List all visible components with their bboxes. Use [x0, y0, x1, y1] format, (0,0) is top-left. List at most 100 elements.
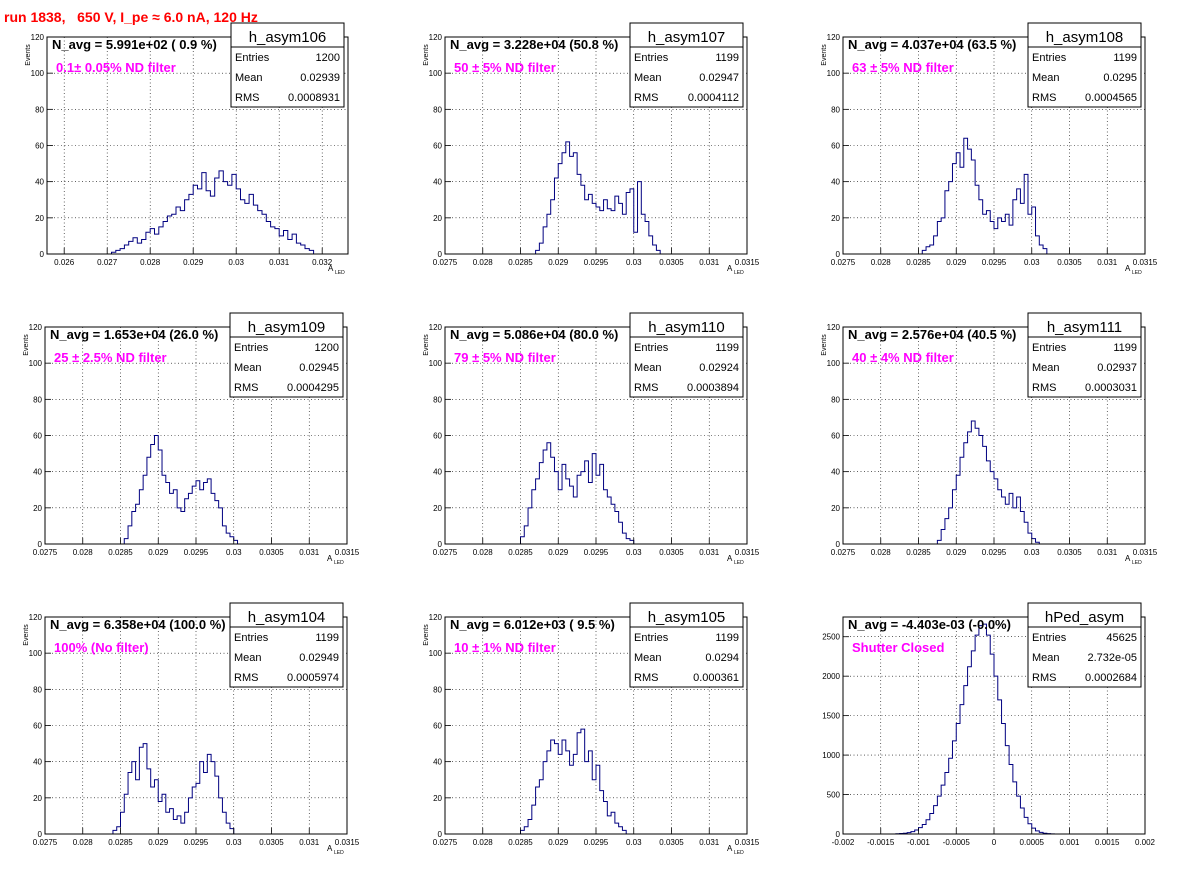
- x-tick-label: 0.031: [699, 258, 720, 267]
- x-tick-label: 0.0295: [184, 838, 209, 847]
- n-avg-label: N_avg = 3.228e+04 (50.8 %): [450, 37, 618, 52]
- y-tick-label: 1500: [822, 712, 840, 721]
- y-axis-label: Events: [23, 334, 30, 356]
- stats-entries-value: 1199: [1113, 52, 1137, 64]
- x-tick-label: 0.0285: [906, 548, 931, 557]
- stats-box-frame: [230, 22, 345, 108]
- x-tick-label: 0.0285: [108, 838, 133, 847]
- y-tick-label: 80: [433, 395, 442, 404]
- stats-mean-label: Mean: [1032, 362, 1060, 374]
- histogram-series-line: [520, 442, 635, 544]
- stats-entries-label: Entries: [634, 342, 669, 354]
- y-tick-label: 120: [29, 613, 43, 622]
- x-tick-label: 0.0295: [184, 548, 209, 557]
- y-tick-label: 40: [433, 178, 442, 187]
- y-tick-label: 0: [836, 830, 841, 839]
- stats-box-frame: [1027, 22, 1142, 108]
- x-tick-label: 0.0285: [906, 258, 931, 267]
- filter-label: 0.1± 0.05% ND filter: [56, 60, 176, 75]
- x-tick-label: 0.0275: [831, 258, 856, 267]
- stats-box: h_asym106 Entries 1200 Mean 0.02939 RMS 0.0008…: [230, 22, 345, 108]
- x-tick-label: 0.028: [473, 258, 494, 267]
- filter-label: 79 ± 5% ND filter: [454, 350, 556, 365]
- stats-entries-value: 45625: [1106, 632, 1137, 644]
- stats-box: h_asym105 Entries 1199 Mean 0.0294 RMS 0.00036…: [629, 602, 744, 688]
- histogram-series-line: [535, 141, 661, 254]
- stats-mean-label: Mean: [634, 652, 662, 664]
- n-avg-label: N_avg = 6.358e+04 (100.0 %): [50, 617, 226, 632]
- y-tick-label: 40: [33, 758, 42, 767]
- y-tick-label: 100: [31, 69, 45, 78]
- y-tick-label: 60: [433, 432, 442, 441]
- x-tick-label: 0.027: [97, 258, 118, 267]
- y-tick-label: 20: [33, 504, 42, 513]
- x-tick-label: 0.0305: [259, 838, 284, 847]
- stats-rms-label: RMS: [634, 382, 658, 394]
- x-tick-label: 0.031: [269, 258, 290, 267]
- y-tick-label: 60: [433, 722, 442, 731]
- y-tick-label: 100: [429, 69, 443, 78]
- x-tick-label: 0.0315: [335, 838, 360, 847]
- x-tick-label: 0.029: [148, 838, 169, 847]
- stats-rms-value: 0.0005974: [287, 672, 339, 684]
- stats-mean-label: Mean: [1032, 72, 1060, 84]
- n-avg-label: N_avg = 6.012e+03 ( 9.5 %): [450, 617, 615, 632]
- y-tick-label: 60: [33, 722, 42, 731]
- stats-mean-value: 0.0295: [1103, 72, 1137, 84]
- y-tick-label: 100: [827, 69, 841, 78]
- stats-mean-value: 0.02924: [699, 362, 739, 374]
- x-tick-label: 0.028: [140, 258, 161, 267]
- y-tick-label: 120: [429, 323, 443, 332]
- x-tick-label: 0.0315: [735, 548, 760, 557]
- stats-mean-label: Mean: [235, 72, 263, 84]
- x-tick-label: 0.031: [699, 838, 720, 847]
- histogram-panel-h_asym110: 0.0275 0.028 0.0285 0.029 0.0295 0.03 0.0305 0.…: [423, 312, 760, 566]
- x-tick-label: 0.03: [226, 838, 242, 847]
- y-tick-label: 60: [33, 432, 42, 441]
- histogram-name: hPed_asym: [1045, 609, 1124, 626]
- x-tick-label: 0.0315: [335, 548, 360, 557]
- x-tick-label: 0.029: [548, 258, 569, 267]
- filter-label: 100% (No filter): [54, 640, 149, 655]
- x-tick-label: 0.029: [183, 258, 204, 267]
- y-tick-label: 60: [35, 142, 44, 151]
- x-axis-label-subscript: LED: [334, 850, 344, 856]
- x-tick-label: -0.0015: [867, 838, 895, 847]
- filter-label: 50 ± 5% ND filter: [454, 60, 556, 75]
- n-avg-label: N_avg = 5.086e+04 (80.0 %): [450, 327, 618, 342]
- histogram-series-line: [111, 170, 315, 254]
- x-tick-label: 0.031: [1097, 548, 1118, 557]
- stats-rms-label: RMS: [634, 92, 658, 104]
- x-tick-label: 0.0295: [584, 548, 609, 557]
- histogram-name: h_asym111: [1047, 319, 1122, 336]
- y-tick-label: 80: [33, 395, 42, 404]
- histogram-name: h_asym105: [648, 609, 726, 626]
- stats-rms-value: 0.0008931: [288, 92, 340, 104]
- x-tick-label: 0.031: [1097, 258, 1118, 267]
- x-axis-label: A: [327, 554, 333, 563]
- x-tick-label: 0.028: [73, 838, 94, 847]
- stats-rms-value: 0.0002684: [1085, 672, 1137, 684]
- y-tick-label: 500: [827, 791, 841, 800]
- x-tick-label: 0.0305: [659, 548, 684, 557]
- y-tick-label: 0: [438, 250, 443, 259]
- x-tick-label: 0.0305: [1057, 548, 1082, 557]
- x-axis-label-subscript: LED: [734, 850, 744, 856]
- x-tick-label: 0.0015: [1095, 838, 1120, 847]
- histogram-name: h_asym109: [248, 319, 326, 336]
- y-tick-label: 80: [433, 685, 442, 694]
- x-tick-label: 0.028: [73, 548, 94, 557]
- stats-mean-value: 0.02947: [699, 72, 739, 84]
- stats-mean-value: 0.0294: [705, 652, 739, 664]
- stats-rms-label: RMS: [234, 382, 258, 394]
- stats-entries-value: 1200: [315, 342, 339, 354]
- stats-entries-label: Entries: [234, 632, 269, 644]
- x-tick-label: 0.032: [312, 258, 333, 267]
- x-tick-label: 0.03: [226, 548, 242, 557]
- stats-mean-label: Mean: [1032, 652, 1060, 664]
- x-tick-label: 0.031: [299, 838, 320, 847]
- stats-rms-label: RMS: [235, 92, 259, 104]
- stats-rms-value: 0.0004295: [287, 382, 339, 394]
- y-tick-label: 0: [836, 540, 841, 549]
- y-tick-label: 40: [35, 178, 44, 187]
